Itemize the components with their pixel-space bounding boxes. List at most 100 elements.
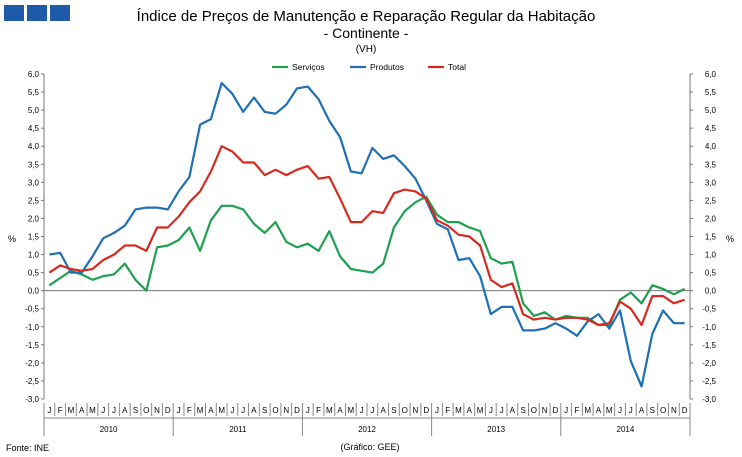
x-month-label: O: [660, 406, 666, 415]
x-month-label: O: [143, 406, 149, 415]
x-month-label: O: [402, 406, 408, 415]
y-tick-label-right: -3,0: [702, 395, 716, 404]
y-tick-label-left: 4,0: [28, 142, 40, 151]
x-month-label: F: [575, 406, 580, 415]
y-tick-label-right: -1,0: [702, 323, 716, 332]
x-month-label: N: [671, 406, 677, 415]
x-month-label: M: [348, 406, 355, 415]
chart-subtitle: - Continente -: [324, 25, 409, 41]
y-tick-label-right: 2,5: [705, 196, 717, 205]
y-tick-label-right: -2,5: [702, 377, 716, 386]
x-month-label: M: [197, 406, 204, 415]
y-tick-label-left: 6,0: [28, 70, 40, 79]
y-tick-label-left: 2,0: [28, 214, 40, 223]
x-month-label: J: [629, 406, 633, 415]
x-month-label: J: [177, 406, 181, 415]
logo-block-3: [50, 5, 70, 21]
y-tick-label-left: -0,5: [25, 305, 39, 314]
gee-logo: [4, 5, 70, 21]
x-month-label: D: [294, 406, 300, 415]
y-tick-label-right: 1,0: [705, 251, 717, 260]
x-month-label: J: [435, 406, 439, 415]
x-year-label: 2013: [487, 425, 505, 434]
x-month-label: M: [477, 406, 484, 415]
y-tick-label-left: 0,5: [28, 269, 40, 278]
x-month-label: J: [500, 406, 504, 415]
y-tick-label-left: 4,5: [28, 124, 40, 133]
x-month-label: A: [208, 406, 214, 415]
x-month-label: S: [133, 406, 138, 415]
y-axis-label-right: %: [726, 234, 734, 244]
x-year-label: 2011: [229, 425, 247, 434]
graphic-credit: (Gráfico: GEE): [340, 442, 399, 452]
x-month-label: N: [413, 406, 419, 415]
y-tick-label-right: 2,0: [705, 214, 717, 223]
y-tick-label-right: 4,5: [705, 124, 717, 133]
x-month-label: F: [445, 406, 450, 415]
x-month-label: M: [68, 406, 75, 415]
x-month-label: A: [380, 406, 386, 415]
legend-label: Produtos: [370, 62, 404, 72]
y-tick-label-left: -2,0: [25, 359, 39, 368]
y-tick-label-right: 1,5: [705, 233, 717, 242]
y-tick-label-left: -2,5: [25, 377, 39, 386]
y-tick-label-left: 3,0: [28, 178, 40, 187]
logo-block-1: [4, 5, 24, 21]
x-year-label: 2012: [358, 425, 376, 434]
y-tick-label-right: 5,5: [705, 88, 717, 97]
x-month-label: D: [423, 406, 429, 415]
x-month-label: N: [154, 406, 160, 415]
chart-unit-note: (VH): [356, 44, 377, 55]
y-tick-label-right: 0,0: [705, 287, 717, 296]
y-tick-label-left: 1,0: [28, 251, 40, 260]
y-tick-label-right: 4,0: [705, 142, 717, 151]
legend-label: Total: [448, 62, 466, 72]
y-tick-label-left: 3,5: [28, 160, 40, 169]
y-axis-label-left: %: [8, 234, 16, 244]
x-month-label: S: [520, 406, 525, 415]
x-month-label: J: [360, 406, 364, 415]
x-month-label: A: [337, 406, 343, 415]
x-month-label: M: [455, 406, 462, 415]
x-month-label: A: [251, 406, 257, 415]
x-month-label: J: [564, 406, 568, 415]
y-tick-label-right: 3,5: [705, 160, 717, 169]
y-tick-label-left: -3,0: [25, 395, 39, 404]
x-month-label: O: [272, 406, 278, 415]
x-year-label: 2010: [100, 425, 118, 434]
y-tick-label-left: 5,5: [28, 88, 40, 97]
y-tick-label-left: 1,5: [28, 233, 40, 242]
logo-block-2: [27, 5, 47, 21]
x-month-label: F: [58, 406, 63, 415]
y-tick-label-right: 6,0: [705, 70, 717, 79]
x-month-label: S: [650, 406, 655, 415]
x-month-label: A: [122, 406, 128, 415]
x-month-label: S: [391, 406, 396, 415]
x-month-label: M: [606, 406, 613, 415]
x-month-label: D: [165, 406, 171, 415]
y-tick-label-left: 5,0: [28, 106, 40, 115]
x-month-label: J: [230, 406, 234, 415]
x-month-label: M: [89, 406, 96, 415]
x-month-label: M: [584, 406, 591, 415]
x-month-label: J: [618, 406, 622, 415]
x-month-label: S: [262, 406, 267, 415]
chart-title: Índice de Preços de Manutenção e Reparaç…: [137, 8, 596, 25]
y-tick-label-left: -1,0: [25, 323, 39, 332]
x-month-label: A: [79, 406, 85, 415]
x-month-label: F: [187, 406, 192, 415]
y-tick-label-left: 2,5: [28, 196, 40, 205]
legend-label: Serviços: [292, 62, 325, 72]
y-tick-label-left: -1,5: [25, 341, 39, 350]
source-note: Fonte: INE: [6, 443, 49, 453]
x-month-label: N: [283, 406, 289, 415]
x-month-label: J: [241, 406, 245, 415]
y-tick-label-right: -1,5: [702, 341, 716, 350]
x-month-label: D: [682, 406, 688, 415]
y-tick-label-left: 0,0: [28, 287, 40, 296]
x-month-label: M: [218, 406, 225, 415]
x-month-label: J: [112, 406, 116, 415]
x-month-label: F: [316, 406, 321, 415]
x-month-label: N: [542, 406, 548, 415]
x-month-label: A: [639, 406, 645, 415]
